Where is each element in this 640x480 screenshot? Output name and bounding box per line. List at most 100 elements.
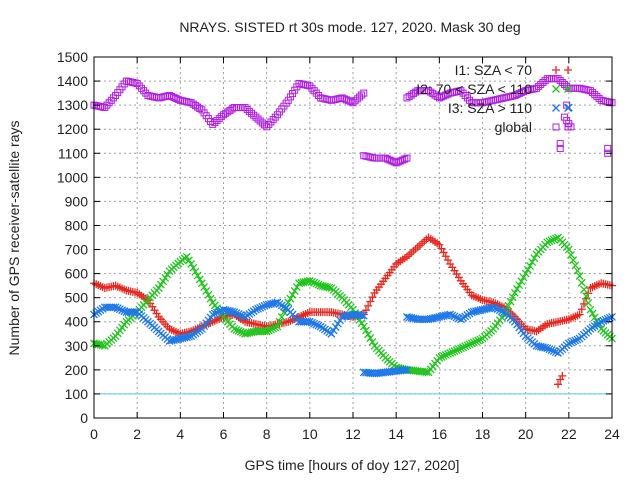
series-1-point — [187, 260, 196, 268]
series-2-point — [564, 339, 573, 348]
series-2-point — [597, 317, 606, 326]
series-1-point — [506, 297, 515, 306]
x-tick-label: 24 — [604, 426, 620, 442]
x-axis-label: GPS time [hours of doy 127, 2020] — [245, 457, 460, 473]
series-1-point — [290, 286, 299, 295]
series-3-point — [353, 95, 361, 103]
y-tick-label: 1100 — [58, 145, 88, 161]
x-tick-label: 20 — [518, 426, 534, 442]
y-axis-label: Number of GPS receiver-satellite rays — [6, 121, 22, 356]
series-2-point — [543, 344, 552, 353]
series-2-point — [497, 307, 506, 316]
series-3-point — [265, 120, 273, 128]
series-1-point — [448, 348, 457, 357]
series-0-point — [368, 293, 377, 302]
legend-label: I3: SZA > 110 — [448, 100, 532, 116]
series-1-point — [575, 272, 584, 280]
series-2-point — [452, 313, 461, 322]
y-tick-label: 800 — [65, 217, 89, 233]
series-1-point — [519, 273, 528, 282]
series-3-point — [263, 123, 271, 131]
series-3-point — [252, 113, 260, 121]
series-1-point — [523, 265, 532, 274]
series-1-point — [467, 339, 476, 348]
series-1-point — [551, 234, 560, 243]
series-3-point — [403, 154, 411, 162]
series-3-point — [269, 116, 277, 124]
series-1-point — [98, 341, 107, 350]
series-1-point — [325, 283, 334, 292]
series-1-point — [510, 288, 519, 297]
series-3-point — [377, 154, 385, 162]
series-1-point — [461, 342, 470, 351]
series-2-point — [359, 311, 368, 320]
series-3-point — [215, 115, 223, 123]
series-2-point — [305, 317, 314, 326]
x-tick-label: 4 — [176, 426, 184, 442]
series-1-point — [305, 276, 314, 285]
series-1-point — [204, 290, 213, 299]
series-2-point — [310, 319, 319, 328]
series-1-point — [273, 322, 282, 331]
legend-label: global — [495, 119, 532, 135]
series-2-point — [251, 305, 260, 314]
x-tick-label: 18 — [475, 426, 491, 442]
series-1-point — [435, 353, 444, 362]
series-3-point — [586, 87, 594, 95]
y-tick-label: 1200 — [57, 121, 88, 137]
series-2-point — [446, 310, 455, 319]
x-tick-label: 14 — [388, 426, 404, 442]
series-2-point — [210, 309, 219, 318]
series-2-point — [215, 307, 224, 316]
series-1-point — [590, 313, 599, 322]
series-3-point — [563, 101, 571, 109]
series-2-point — [541, 343, 550, 352]
legend-label: I1: SZA < 70 — [455, 62, 533, 78]
series-2-point — [113, 304, 122, 313]
series-1-point — [463, 341, 472, 350]
y-tick-label: 100 — [65, 386, 89, 402]
series-1-point — [584, 299, 593, 307]
y-tick-label: 900 — [65, 193, 89, 209]
series-1-point — [441, 350, 450, 359]
series-2-point — [599, 316, 608, 325]
x-tick-label: 22 — [561, 426, 577, 442]
x-tick-label: 6 — [220, 426, 228, 442]
series-2-point — [400, 366, 409, 375]
series-1-point — [459, 343, 468, 352]
series-3-point — [310, 87, 318, 95]
series-1-point — [234, 326, 243, 335]
series-3-point — [558, 79, 566, 87]
series-1-point — [189, 263, 198, 272]
series-1-point — [528, 258, 537, 267]
series-1-point — [504, 301, 513, 310]
series-1-point — [185, 256, 193, 265]
series-1-point — [232, 325, 241, 334]
series-1-point — [206, 294, 215, 303]
series-3-point — [351, 97, 359, 105]
series-1-point — [547, 236, 556, 245]
series-2 — [90, 103, 616, 378]
series-1-point — [456, 344, 465, 353]
series-1-point — [366, 334, 375, 343]
series-3-point — [308, 84, 316, 92]
series-3-point — [399, 156, 407, 164]
series-1-point — [202, 286, 211, 295]
series-2-point — [234, 310, 243, 318]
series-1-point — [236, 327, 245, 336]
series-2-point — [308, 318, 316, 327]
series-1-point — [465, 340, 474, 349]
series-2-point — [115, 305, 124, 314]
legend-swatch-2 — [564, 104, 572, 112]
series-1-point — [359, 322, 368, 331]
x-tick-label: 16 — [432, 426, 448, 442]
series-1 — [90, 233, 616, 377]
series-2-point — [489, 303, 498, 312]
series-1-point — [446, 349, 455, 357]
series-3-point — [463, 94, 471, 102]
series-3-point — [248, 109, 256, 117]
x-tick-label: 8 — [263, 426, 271, 442]
series-2-point — [493, 305, 502, 314]
series-3-point — [537, 80, 545, 88]
legend-swatch-0 — [552, 66, 560, 74]
